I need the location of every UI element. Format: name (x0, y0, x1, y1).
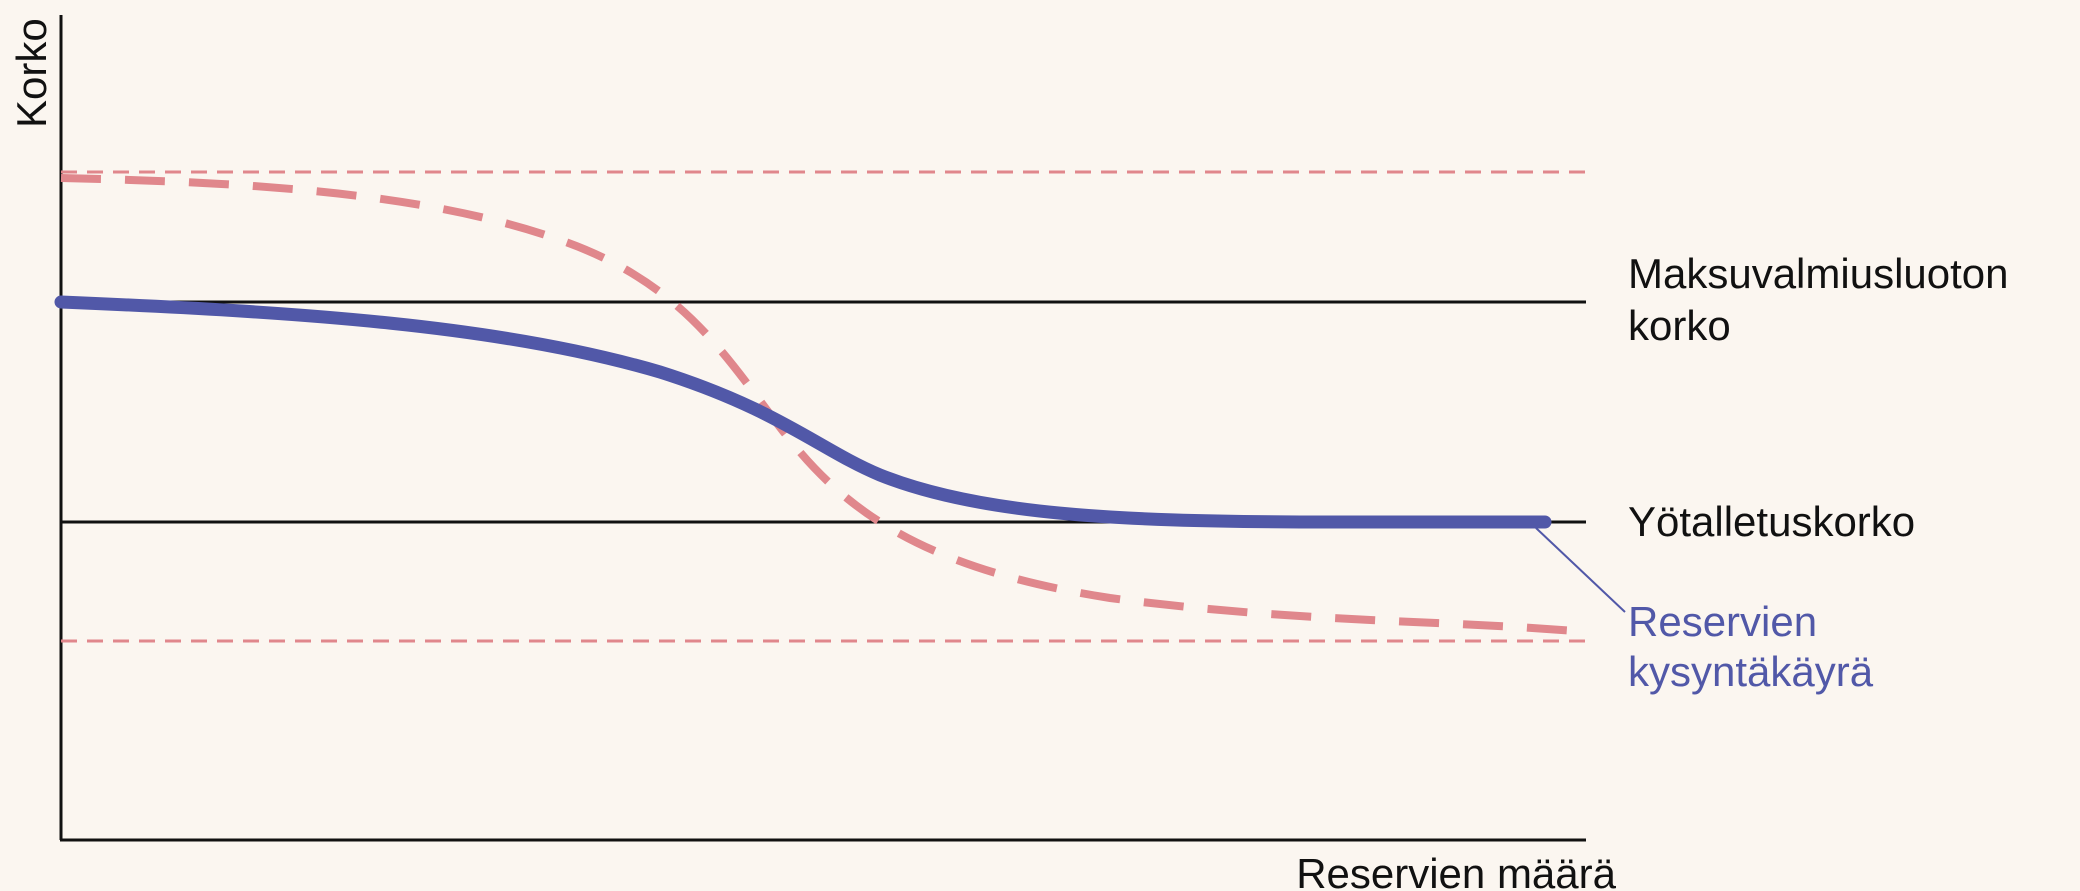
lower-rate-label: Yötalletuskorko (1628, 498, 1915, 545)
curve-label-leader (1535, 527, 1626, 613)
demand-curve-label-line1: Reservien (1628, 598, 1817, 645)
dashed-demand-curve (60, 174, 1587, 636)
upper-rate-label-line2: korko (1628, 302, 1731, 349)
reserve-demand-curve (54, 295, 1552, 529)
upper-rate-label-line1: Maksuvalmiusluoton (1628, 250, 2009, 297)
x-axis-label: Reservien määrä (1296, 850, 1616, 891)
demand-curve-label-line2: kysyntäkäyrä (1628, 648, 1874, 695)
y-axis-label: Korko (8, 18, 55, 128)
